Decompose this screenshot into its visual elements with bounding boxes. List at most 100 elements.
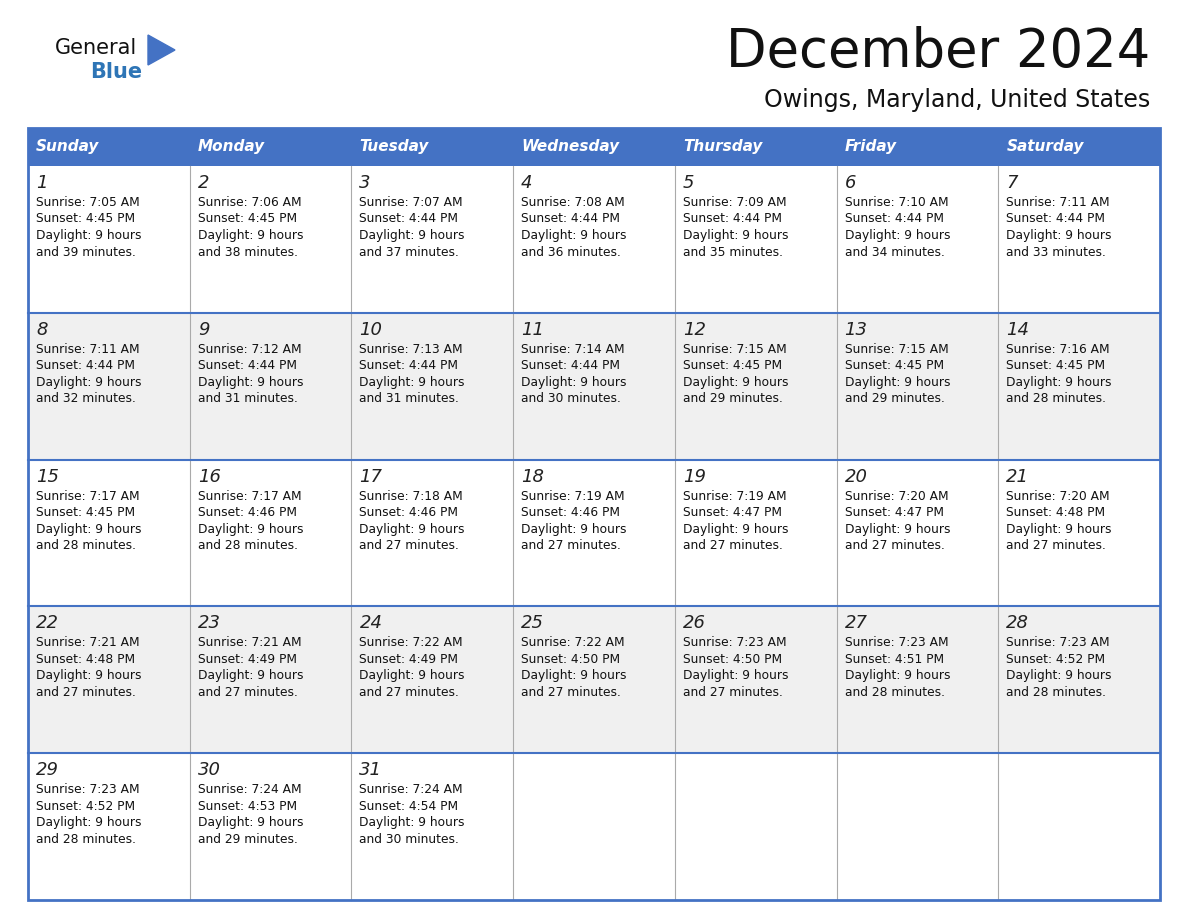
Text: Daylight: 9 hours: Daylight: 9 hours (845, 229, 950, 242)
Text: 9: 9 (197, 320, 209, 339)
Text: 19: 19 (683, 467, 706, 486)
Bar (29, 128, 1159, 900)
Text: Sunrise: 7:21 AM: Sunrise: 7:21 AM (197, 636, 302, 649)
Text: 23: 23 (197, 614, 221, 633)
Text: Sunrise: 7:12 AM: Sunrise: 7:12 AM (197, 342, 302, 356)
Text: Sunrise: 7:23 AM: Sunrise: 7:23 AM (1006, 636, 1110, 649)
Text: Daylight: 9 hours: Daylight: 9 hours (522, 669, 626, 682)
Text: Daylight: 9 hours: Daylight: 9 hours (36, 816, 141, 829)
Text: and 36 minutes.: and 36 minutes. (522, 245, 621, 259)
Text: Sunset: 4:51 PM: Sunset: 4:51 PM (845, 653, 943, 666)
Text: Sunrise: 7:21 AM: Sunrise: 7:21 AM (36, 636, 140, 649)
Text: Daylight: 9 hours: Daylight: 9 hours (1006, 669, 1112, 682)
Text: and 28 minutes.: and 28 minutes. (36, 539, 135, 552)
Text: Sunrise: 7:11 AM: Sunrise: 7:11 AM (1006, 196, 1110, 209)
Text: Daylight: 9 hours: Daylight: 9 hours (845, 522, 950, 535)
Bar (29, 607, 1159, 753)
Text: Sunrise: 7:17 AM: Sunrise: 7:17 AM (197, 489, 302, 502)
Text: and 27 minutes.: and 27 minutes. (36, 686, 135, 699)
Bar (29, 460, 1159, 607)
Text: Daylight: 9 hours: Daylight: 9 hours (360, 229, 465, 242)
Polygon shape (148, 35, 175, 65)
Text: and 30 minutes.: and 30 minutes. (360, 833, 460, 845)
Text: Sunrise: 7:08 AM: Sunrise: 7:08 AM (522, 196, 625, 209)
Text: and 27 minutes.: and 27 minutes. (1006, 539, 1106, 552)
Text: and 27 minutes.: and 27 minutes. (522, 539, 621, 552)
Text: 4: 4 (522, 174, 532, 192)
Text: Sunrise: 7:22 AM: Sunrise: 7:22 AM (360, 636, 463, 649)
Text: Daylight: 9 hours: Daylight: 9 hours (36, 375, 141, 389)
Text: Sunrise: 7:09 AM: Sunrise: 7:09 AM (683, 196, 786, 209)
Text: and 38 minutes.: and 38 minutes. (197, 245, 298, 259)
Text: Sunrise: 7:24 AM: Sunrise: 7:24 AM (360, 783, 463, 796)
Text: Sunset: 4:54 PM: Sunset: 4:54 PM (360, 800, 459, 812)
Text: Sunrise: 7:05 AM: Sunrise: 7:05 AM (36, 196, 140, 209)
Text: 27: 27 (845, 614, 867, 633)
Text: Daylight: 9 hours: Daylight: 9 hours (197, 816, 303, 829)
Bar (29, 753, 1159, 900)
Text: Owings, Maryland, United States: Owings, Maryland, United States (764, 88, 1150, 112)
Text: Daylight: 9 hours: Daylight: 9 hours (197, 669, 303, 682)
Text: and 28 minutes.: and 28 minutes. (845, 686, 944, 699)
Text: 12: 12 (683, 320, 706, 339)
Text: Sunset: 4:50 PM: Sunset: 4:50 PM (522, 653, 620, 666)
Text: Sunset: 4:49 PM: Sunset: 4:49 PM (197, 653, 297, 666)
Text: 30: 30 (197, 761, 221, 779)
Text: Sunrise: 7:20 AM: Sunrise: 7:20 AM (845, 489, 948, 502)
Text: Sunset: 4:46 PM: Sunset: 4:46 PM (360, 506, 459, 519)
Text: Sunset: 4:44 PM: Sunset: 4:44 PM (683, 212, 782, 226)
Text: Sunrise: 7:18 AM: Sunrise: 7:18 AM (360, 489, 463, 502)
Text: 1: 1 (36, 174, 48, 192)
Text: Sunrise: 7:19 AM: Sunrise: 7:19 AM (522, 489, 625, 502)
Text: and 33 minutes.: and 33 minutes. (1006, 245, 1106, 259)
Text: Sunrise: 7:22 AM: Sunrise: 7:22 AM (522, 636, 625, 649)
Text: 6: 6 (845, 174, 857, 192)
Text: Sunrise: 7:15 AM: Sunrise: 7:15 AM (683, 342, 786, 356)
Text: 8: 8 (36, 320, 48, 339)
Text: Sunset: 4:48 PM: Sunset: 4:48 PM (1006, 506, 1105, 519)
Text: Sunday: Sunday (36, 140, 100, 154)
Text: Sunset: 4:45 PM: Sunset: 4:45 PM (36, 506, 135, 519)
Text: Sunset: 4:46 PM: Sunset: 4:46 PM (522, 506, 620, 519)
Text: 25: 25 (522, 614, 544, 633)
Text: and 27 minutes.: and 27 minutes. (683, 539, 783, 552)
Text: and 27 minutes.: and 27 minutes. (360, 539, 460, 552)
Text: 7: 7 (1006, 174, 1018, 192)
Text: 5: 5 (683, 174, 694, 192)
Text: Sunset: 4:52 PM: Sunset: 4:52 PM (1006, 653, 1105, 666)
Text: Sunset: 4:44 PM: Sunset: 4:44 PM (360, 359, 459, 373)
Text: Sunrise: 7:17 AM: Sunrise: 7:17 AM (36, 489, 140, 502)
Text: Sunset: 4:53 PM: Sunset: 4:53 PM (197, 800, 297, 812)
Text: and 39 minutes.: and 39 minutes. (36, 245, 135, 259)
Text: Daylight: 9 hours: Daylight: 9 hours (360, 375, 465, 389)
Text: Sunset: 4:49 PM: Sunset: 4:49 PM (360, 653, 459, 666)
Bar (29, 166, 1159, 313)
Text: Daylight: 9 hours: Daylight: 9 hours (522, 375, 626, 389)
Text: 11: 11 (522, 320, 544, 339)
Text: 22: 22 (36, 614, 59, 633)
Text: Daylight: 9 hours: Daylight: 9 hours (1006, 522, 1112, 535)
Text: Daylight: 9 hours: Daylight: 9 hours (197, 375, 303, 389)
Text: Sunset: 4:50 PM: Sunset: 4:50 PM (683, 653, 782, 666)
Text: Daylight: 9 hours: Daylight: 9 hours (683, 229, 789, 242)
Text: Daylight: 9 hours: Daylight: 9 hours (522, 229, 626, 242)
Text: Sunset: 4:45 PM: Sunset: 4:45 PM (197, 212, 297, 226)
Text: 24: 24 (360, 614, 383, 633)
Text: Sunrise: 7:23 AM: Sunrise: 7:23 AM (683, 636, 786, 649)
Text: 26: 26 (683, 614, 706, 633)
Text: Daylight: 9 hours: Daylight: 9 hours (683, 522, 789, 535)
Text: Daylight: 9 hours: Daylight: 9 hours (197, 522, 303, 535)
Text: 13: 13 (845, 320, 867, 339)
Text: and 29 minutes.: and 29 minutes. (845, 392, 944, 406)
Text: Sunrise: 7:06 AM: Sunrise: 7:06 AM (197, 196, 302, 209)
Text: 2: 2 (197, 174, 209, 192)
Text: and 31 minutes.: and 31 minutes. (197, 392, 297, 406)
Text: Daylight: 9 hours: Daylight: 9 hours (36, 522, 141, 535)
Text: Sunset: 4:46 PM: Sunset: 4:46 PM (197, 506, 297, 519)
Text: 31: 31 (360, 761, 383, 779)
Bar (29, 128, 1159, 166)
Text: Daylight: 9 hours: Daylight: 9 hours (683, 375, 789, 389)
Text: Monday: Monday (197, 140, 265, 154)
Text: 10: 10 (360, 320, 383, 339)
Text: 15: 15 (36, 467, 59, 486)
